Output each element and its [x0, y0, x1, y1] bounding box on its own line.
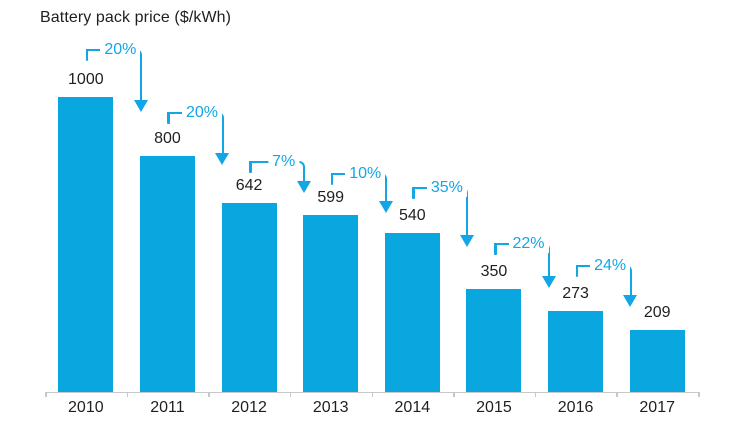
bar-value-label: 800	[154, 130, 181, 147]
bar-value-label: 209	[643, 304, 671, 322]
x-axis-label-2013: 2013	[312, 399, 349, 416]
x-axis-tick	[289, 392, 292, 397]
bracket-left-tick-icon	[493, 243, 497, 255]
bar-2012	[221, 202, 277, 392]
x-axis-tick	[45, 392, 47, 397]
x-axis-label-2011: 2011	[150, 399, 185, 416]
x-axis-label-2014: 2014	[394, 399, 431, 416]
bar-value-label: 1000	[68, 71, 104, 88]
bar-value-label: 540	[398, 206, 426, 224]
bar-2010	[58, 97, 114, 392]
x-axis-tick	[208, 392, 210, 397]
pct-change-label: 20%	[181, 104, 223, 122]
bar-value-label: 350	[480, 262, 508, 280]
pct-change-label: 20%	[100, 41, 141, 59]
x-axis-label-2016: 2016	[557, 399, 594, 416]
x-axis-tick	[698, 392, 700, 397]
down-arrow-icon	[541, 276, 556, 288]
bracket-left-tick-icon	[412, 187, 415, 199]
pct-change-label: 10%	[345, 165, 386, 183]
down-arrow-icon	[623, 295, 638, 307]
down-arrow-icon	[296, 181, 311, 193]
x-axis-tick	[371, 392, 374, 397]
bar-2013	[303, 215, 359, 392]
x-axis-tick	[616, 392, 618, 397]
bracket-left-tick-icon	[330, 173, 334, 185]
bracket-left-tick-icon	[167, 112, 171, 124]
x-axis-label-2017: 2017	[639, 399, 675, 416]
x-axis-tick	[126, 392, 129, 397]
x-axis-tick	[534, 392, 537, 397]
pct-change-label: 7%	[268, 153, 300, 171]
bar-value-label: 273	[562, 285, 589, 303]
down-arrow-icon	[460, 235, 475, 247]
down-arrow-icon	[215, 153, 230, 165]
bar-2015	[466, 288, 522, 392]
pct-change-label: 24%	[590, 257, 631, 275]
bracket-left-tick-icon	[249, 161, 252, 173]
x-axis-label-2012: 2012	[231, 399, 267, 416]
bracket-left-tick-icon	[575, 265, 579, 277]
bar-value-label: 599	[317, 189, 345, 207]
pct-change-label: 35%	[426, 179, 467, 197]
x-axis-label-2010: 2010	[68, 399, 104, 416]
down-arrow-icon	[133, 100, 148, 112]
pct-change-label: 22%	[508, 235, 549, 253]
bar-2016	[548, 311, 604, 392]
chart-title: Battery pack price ($/kWh)	[40, 9, 232, 26]
bar-value-label: 642	[235, 176, 263, 194]
x-axis-tick	[453, 392, 455, 397]
bracket-left-tick-icon	[85, 49, 89, 61]
x-axis-label-2015: 2015	[476, 399, 512, 416]
bar-2017	[629, 330, 685, 392]
bar-2014	[384, 232, 440, 392]
down-arrow-icon	[378, 201, 393, 213]
bar-2011	[139, 156, 195, 392]
